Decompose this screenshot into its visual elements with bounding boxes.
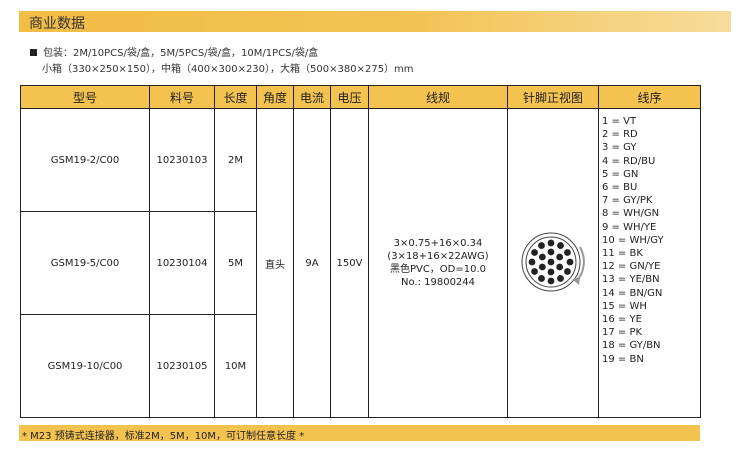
wire-order-item: 4 = RD/BU: [602, 155, 656, 167]
wire-order-item: 10 = WH/GY: [602, 234, 664, 246]
col-wire-spec: 线规: [368, 85, 508, 109]
pin: [566, 258, 574, 265]
wire-order-item: 17 = PK: [602, 327, 643, 339]
product-table: 型号 料号 长度 角度 电流 电压 线规 针脚正视图 线序 GSM19-2/C0…: [20, 85, 701, 418]
section-header: 商业数据: [19, 11, 731, 32]
pin: [531, 267, 538, 275]
model-cell: GSM19-5/C00: [20, 211, 150, 315]
wire-spec-line: (3×18+16×22AWG): [387, 251, 489, 262]
wire-order-item: 11 = BK: [602, 248, 643, 260]
bullet-square-icon: [30, 49, 37, 56]
wire-order-item: 8 = WH/GN: [602, 208, 660, 220]
length-cell: 5M: [214, 211, 257, 315]
pin: [547, 277, 555, 284]
wire-order-item: 1 = VT: [602, 116, 637, 127]
pin: [564, 267, 571, 275]
wire-order-item: 2 = RD: [602, 129, 638, 141]
pin: [557, 274, 564, 282]
wire-order-item: 7 = GY/PK: [602, 195, 653, 207]
packaging-line1: 包装：2M/10PCS/袋/盒，5M/5PCS/袋/盒，10M/1PCS/袋/盒: [43, 48, 319, 59]
model-cell: GSM19-10/C00: [20, 314, 150, 418]
wire-spec-line: No.: 19800244: [400, 277, 476, 288]
pin: [564, 248, 571, 256]
pin: [538, 241, 545, 249]
table-row: GSM19-2/C00 10230103 2M 直头 9A 150V 3×0.7…: [20, 108, 701, 418]
col-pin-view: 针脚正视图: [507, 85, 599, 109]
footer-text: * M23 预铸式连接器，标准2M，5M，10M，可订制任意长度 *: [22, 431, 305, 442]
length-cell: 10M: [214, 314, 257, 418]
pin: [547, 258, 555, 265]
pin: [547, 248, 555, 255]
wire-order-item: 5 = GN: [602, 168, 639, 180]
table-row: GSM19-5/C00 10230104 5M: [20, 211, 701, 315]
part-cell: 10230105: [149, 314, 215, 418]
pin-view-cell: [507, 108, 599, 418]
col-voltage: 电压: [330, 85, 369, 109]
pin: [538, 274, 545, 282]
col-model: 型号: [20, 85, 150, 109]
wire-order-item: 6 = BU: [602, 182, 638, 194]
wire-order-item: 14 = BN/GN: [602, 287, 663, 299]
model-cell: GSM19-2/C00: [20, 108, 150, 212]
wire-order-item: 16 = YE: [602, 314, 642, 326]
table-header-row: 型号 料号 长度 角度 电流 电压 线规 针脚正视图 线序: [20, 85, 701, 109]
wire-order-item: 9 = WH/YE: [602, 221, 657, 233]
pin: [528, 258, 536, 265]
connector-pin-diagram: [521, 232, 585, 291]
wire-order-item: 18 = GY/BN: [602, 340, 661, 352]
col-length: 长度: [214, 85, 257, 109]
wire-order-item: 15 = WH: [602, 300, 647, 312]
col-wire-order: 线序: [598, 85, 701, 109]
wire-order-item: 13 = YE/BN: [602, 274, 660, 286]
packaging-info: 包装：2M/10PCS/袋/盒，5M/5PCS/袋/盒，10M/1PCS/袋/盒…: [30, 46, 414, 78]
col-current: 电流: [293, 85, 331, 109]
footer-note: * M23 预铸式连接器，标准2M，5M，10M，可订制任意长度 *: [19, 425, 700, 442]
angle-cell: 直头: [256, 108, 294, 418]
pin: [538, 253, 546, 260]
wire-spec-line: 黑色PVC，OD=10.0: [389, 264, 487, 275]
wire-spec-cell: 3×0.75+16×0.34 (3×18+16×22AWG) 黑色PVC，OD=…: [368, 108, 508, 418]
pin: [531, 248, 538, 256]
pin: [538, 263, 546, 270]
wire-order-item: 19 = BN: [602, 353, 644, 365]
packaging-line2: 小箱（330×250×150），中箱（400×300×230），大箱（500×3…: [42, 64, 414, 75]
pin: [556, 253, 564, 260]
pin: [557, 241, 564, 249]
wire-order-cell: 1 = VT 2 = RD 3 = GY 4 = RD/BU 5 = GN 6 = BU 7…: [598, 108, 701, 418]
pin: [547, 268, 555, 275]
section-title: 商业数据: [29, 16, 85, 32]
pin: [556, 263, 564, 270]
wire-order-item: 12 = GN/YE: [602, 261, 661, 273]
wire-spec-line: 3×0.75+16×0.34: [393, 238, 483, 249]
part-cell: 10230104: [149, 211, 215, 315]
pin: [547, 239, 555, 246]
table-row: GSM19-10/C00 10230105 10M: [20, 314, 701, 418]
length-cell: 2M: [214, 108, 257, 212]
col-angle: 角度: [256, 85, 294, 109]
col-part: 料号: [149, 85, 215, 109]
wire-order-item: 3 = GY: [602, 142, 637, 154]
voltage-cell: 150V: [330, 108, 369, 418]
part-cell: 10230103: [149, 108, 215, 212]
current-cell: 9A: [293, 108, 331, 418]
